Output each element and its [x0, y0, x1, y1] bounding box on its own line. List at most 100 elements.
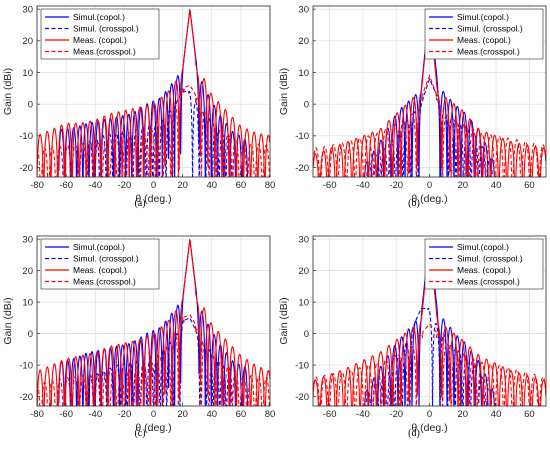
legend-label: Meas. (copol.)	[457, 265, 511, 275]
series-line	[37, 314, 270, 406]
x-tick-label: -60	[59, 409, 73, 420]
y-tick-label: 0	[28, 99, 33, 110]
series-line	[37, 84, 270, 177]
legend-label: Simul. (crosspol.)	[457, 24, 523, 34]
y-tick-label: 20	[298, 266, 309, 277]
legend-label: Meas.(crosspol.)	[457, 47, 520, 57]
series-line	[313, 74, 546, 177]
legend-label: Meas.(crosspol.)	[73, 47, 136, 57]
legend-label: Meas.(crosspol.)	[457, 277, 520, 287]
chart-panel: -60 -40 -20 0 20 40 60 -20 -10 0 10 20 30 θ (deg.) Gai…	[278, 234, 547, 439]
chart-panel: -60 -40 -20 0 20 40 60 -20 -10 0 10 20 30 θ (deg.) Gai…	[278, 4, 547, 209]
x-axis-label: θ (deg.)	[135, 422, 171, 434]
x-tick-label: -40	[88, 409, 102, 420]
x-tick-label: -20	[389, 180, 403, 191]
legend-label: Meas.(crosspol.)	[73, 277, 136, 287]
panel-caption: (d)	[408, 428, 420, 439]
legend-label: Simul. (crosspol.)	[73, 254, 139, 264]
series-line	[37, 239, 270, 406]
legend-label: Meas. (copol.)	[73, 265, 127, 275]
y-tick-label: 0	[304, 329, 309, 340]
x-tick-label: 40	[206, 180, 217, 191]
legend: Simul.(copol.) Simul. (crosspol.)Meas. (c…	[40, 8, 160, 60]
y-tick-label: -20	[19, 392, 33, 403]
x-tick-label: 20	[457, 180, 468, 191]
x-tick-label: -80	[30, 409, 44, 420]
y-tick-label: 20	[298, 36, 309, 47]
x-tick-label: 0	[151, 409, 156, 420]
x-axis-label: θ (deg.)	[411, 422, 447, 434]
y-tick-label: 30	[22, 4, 33, 15]
y-tick-label: -10	[19, 131, 33, 142]
series-group	[37, 8, 270, 177]
legend-label: Simul.(copol.)	[73, 12, 125, 22]
y-tick-label: -10	[295, 131, 309, 142]
chart-panel: -80 -60 -40 -20 0 20 40 60 80 -20 -10 0 10 20 30 θ (deg…	[2, 4, 275, 209]
x-tick-label: 0	[427, 409, 432, 420]
x-tick-label: -40	[356, 409, 370, 420]
series-line	[58, 238, 249, 406]
x-tick-label: 40	[491, 409, 502, 420]
x-tick-label: -60	[323, 409, 337, 420]
y-tick-label: 10	[22, 68, 33, 79]
panel-caption: (b)	[408, 198, 420, 209]
x-tick-label: 80	[265, 409, 276, 420]
legend: Simul.(copol.) Simul. (crosspol.)Meas. (c…	[424, 8, 544, 60]
y-axis-label: Gain (dBi)	[2, 297, 14, 344]
x-tick-label: -80	[30, 180, 44, 191]
legend-label: Simul. (crosspol.)	[73, 24, 139, 34]
x-tick-label: -60	[323, 180, 337, 191]
x-tick-label: -40	[88, 180, 102, 191]
y-tick-label: -20	[19, 163, 33, 174]
legend-label: Meas. (copol.)	[73, 35, 127, 45]
series-line	[37, 9, 270, 177]
y-tick-label: 0	[304, 99, 309, 110]
x-tick-label: -20	[118, 180, 132, 191]
x-tick-label: -60	[59, 180, 73, 191]
y-tick-label: 10	[298, 297, 309, 308]
y-tick-label: 10	[22, 297, 33, 308]
x-tick-label: 60	[524, 409, 535, 420]
legend-label: Simul. (crosspol.)	[457, 254, 523, 264]
series-group	[37, 238, 270, 406]
x-axis-label: θ (deg.)	[411, 193, 447, 205]
x-tick-label: -20	[118, 409, 132, 420]
y-tick-label: 20	[22, 266, 33, 277]
x-tick-label: 40	[206, 409, 217, 420]
y-tick-label: 30	[298, 4, 309, 15]
legend-label: Meas. (copol.)	[457, 35, 511, 45]
x-tick-label: -40	[356, 180, 370, 191]
y-axis-label: Gain (dBi)	[278, 68, 290, 115]
legend-label: Simul.(copol.)	[457, 12, 509, 22]
x-axis-label: θ (deg.)	[135, 193, 171, 205]
y-tick-label: -20	[295, 163, 309, 174]
y-tick-label: 20	[22, 36, 33, 47]
legend: Simul.(copol.) Simul. (crosspol.)Meas. (c…	[40, 238, 160, 290]
x-tick-label: -20	[389, 409, 403, 420]
x-tick-label: 20	[177, 409, 188, 420]
x-tick-label: 80	[265, 180, 276, 191]
x-tick-label: 40	[491, 180, 502, 191]
legend: Simul.(copol.) Simul. (crosspol.)Meas. (c…	[424, 238, 544, 290]
x-tick-label: 0	[151, 180, 156, 191]
y-axis-label: Gain (dBi)	[2, 68, 14, 115]
x-tick-label: 20	[177, 180, 188, 191]
x-tick-label: 60	[524, 180, 535, 191]
y-tick-label: 30	[22, 234, 33, 245]
chart-panel: -80 -60 -40 -20 0 20 40 60 80 -20 -10 0 10 20 30 θ (deg…	[2, 234, 275, 439]
y-tick-label: -10	[19, 360, 33, 371]
y-tick-label: 0	[28, 329, 33, 340]
y-axis-label: Gain (dBi)	[278, 297, 290, 344]
legend-label: Simul.(copol.)	[457, 242, 509, 252]
series-line	[87, 90, 235, 177]
panel-caption: (a)	[134, 198, 145, 209]
y-tick-label: -20	[295, 392, 309, 403]
series-line	[87, 317, 233, 406]
x-tick-label: 0	[427, 180, 432, 191]
x-tick-label: 20	[457, 409, 468, 420]
y-tick-label: 30	[298, 234, 309, 245]
x-tick-label: 60	[236, 409, 247, 420]
panel-caption: (c)	[134, 428, 145, 439]
y-tick-label: -10	[295, 360, 309, 371]
